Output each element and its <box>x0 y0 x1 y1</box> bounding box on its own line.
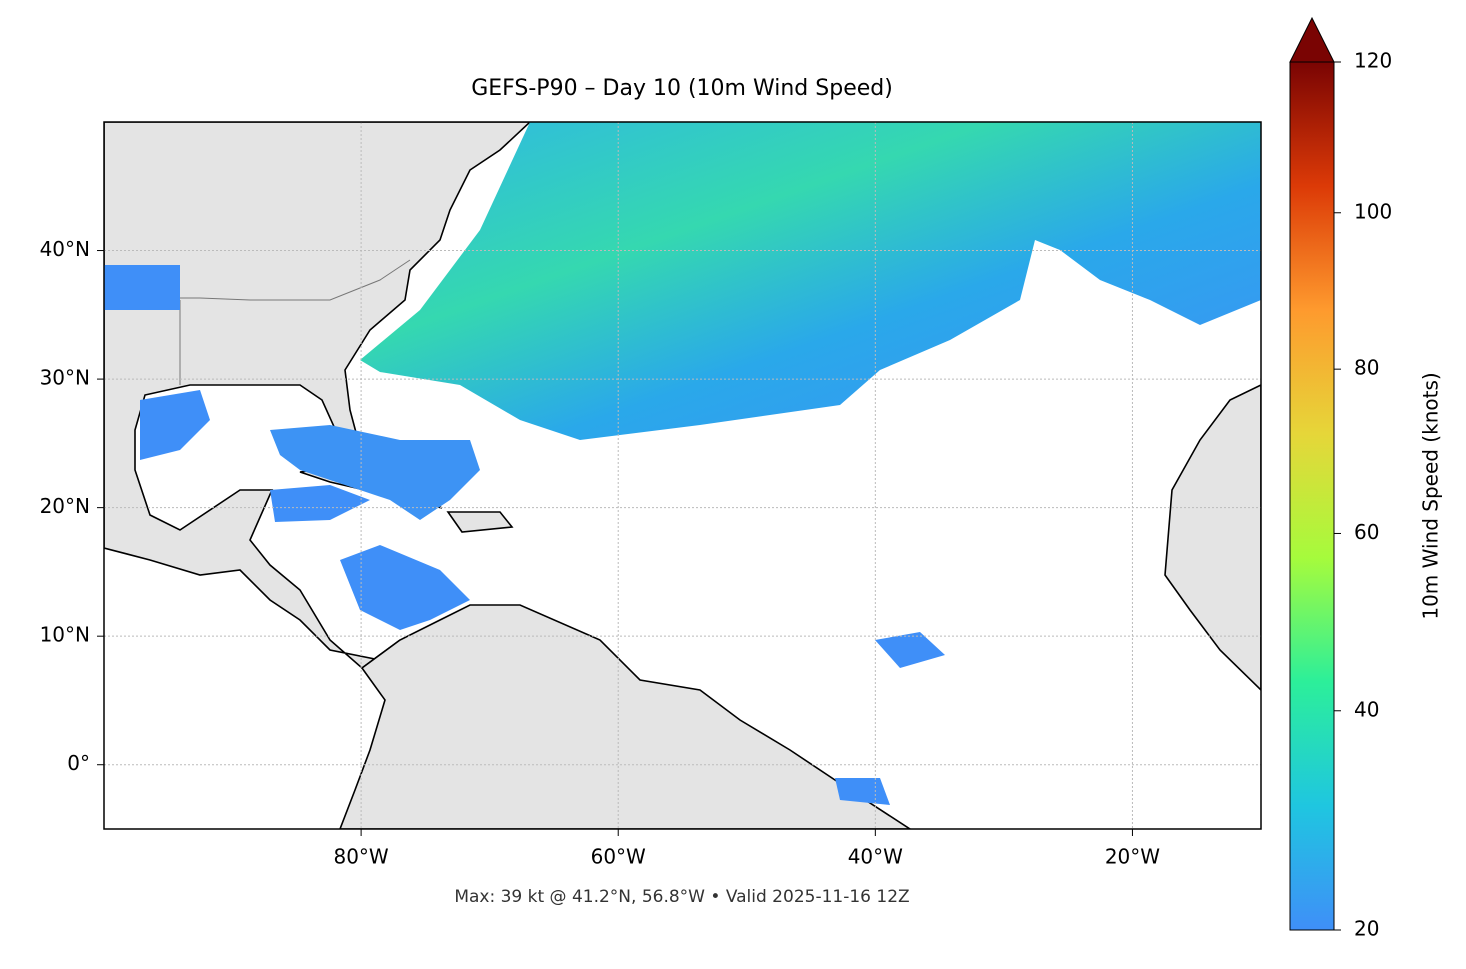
y-tick-label: 30°N <box>40 366 90 390</box>
y-tick-label: 10°N <box>40 623 90 647</box>
wind-field <box>360 122 1261 440</box>
grid <box>104 122 1261 829</box>
south-america <box>339 604 912 829</box>
wind-field <box>270 425 480 520</box>
map-layers <box>104 122 1261 829</box>
footer-note: Max: 39 kt @ 41.2°N, 56.8°W • Valid 2025… <box>454 887 909 907</box>
borders <box>104 259 411 301</box>
colorbar-tick-label: 120 <box>1354 49 1392 73</box>
colorbar-tick-label: 40 <box>1354 697 1379 721</box>
colorbar-tick-label: 60 <box>1354 520 1379 544</box>
x-tick-label: 20°W <box>1105 845 1160 869</box>
colorbar-tick-label: 100 <box>1354 199 1392 223</box>
hispaniola <box>446 511 514 533</box>
x-tick-label: 80°W <box>333 845 388 869</box>
wind-field <box>270 485 370 522</box>
chart-title: GEFS-P90 – Day 10 (10m Wind Speed) <box>471 76 893 101</box>
map-frame <box>103 121 1262 830</box>
colorbar-label: 10m Wind Speed (knots) <box>1419 372 1443 619</box>
wind-field <box>835 778 890 805</box>
north-america <box>104 122 532 670</box>
colorbar <box>1289 61 1335 931</box>
y-tick-label: 20°N <box>40 494 90 518</box>
x-tick-label: 40°W <box>848 845 903 869</box>
wind-field <box>875 632 945 668</box>
wind-field <box>104 265 180 310</box>
africa <box>1164 384 1261 692</box>
wind-field <box>140 390 210 460</box>
colorbar-tick-label: 20 <box>1354 917 1379 941</box>
y-tick-label: 40°N <box>40 237 90 261</box>
y-tick-label: 0° <box>67 751 90 775</box>
colorbar-extend <box>1289 16 1335 63</box>
colorbar-tick-label: 80 <box>1354 356 1379 380</box>
x-tick-label: 60°W <box>591 845 646 869</box>
wind-field <box>340 545 470 630</box>
